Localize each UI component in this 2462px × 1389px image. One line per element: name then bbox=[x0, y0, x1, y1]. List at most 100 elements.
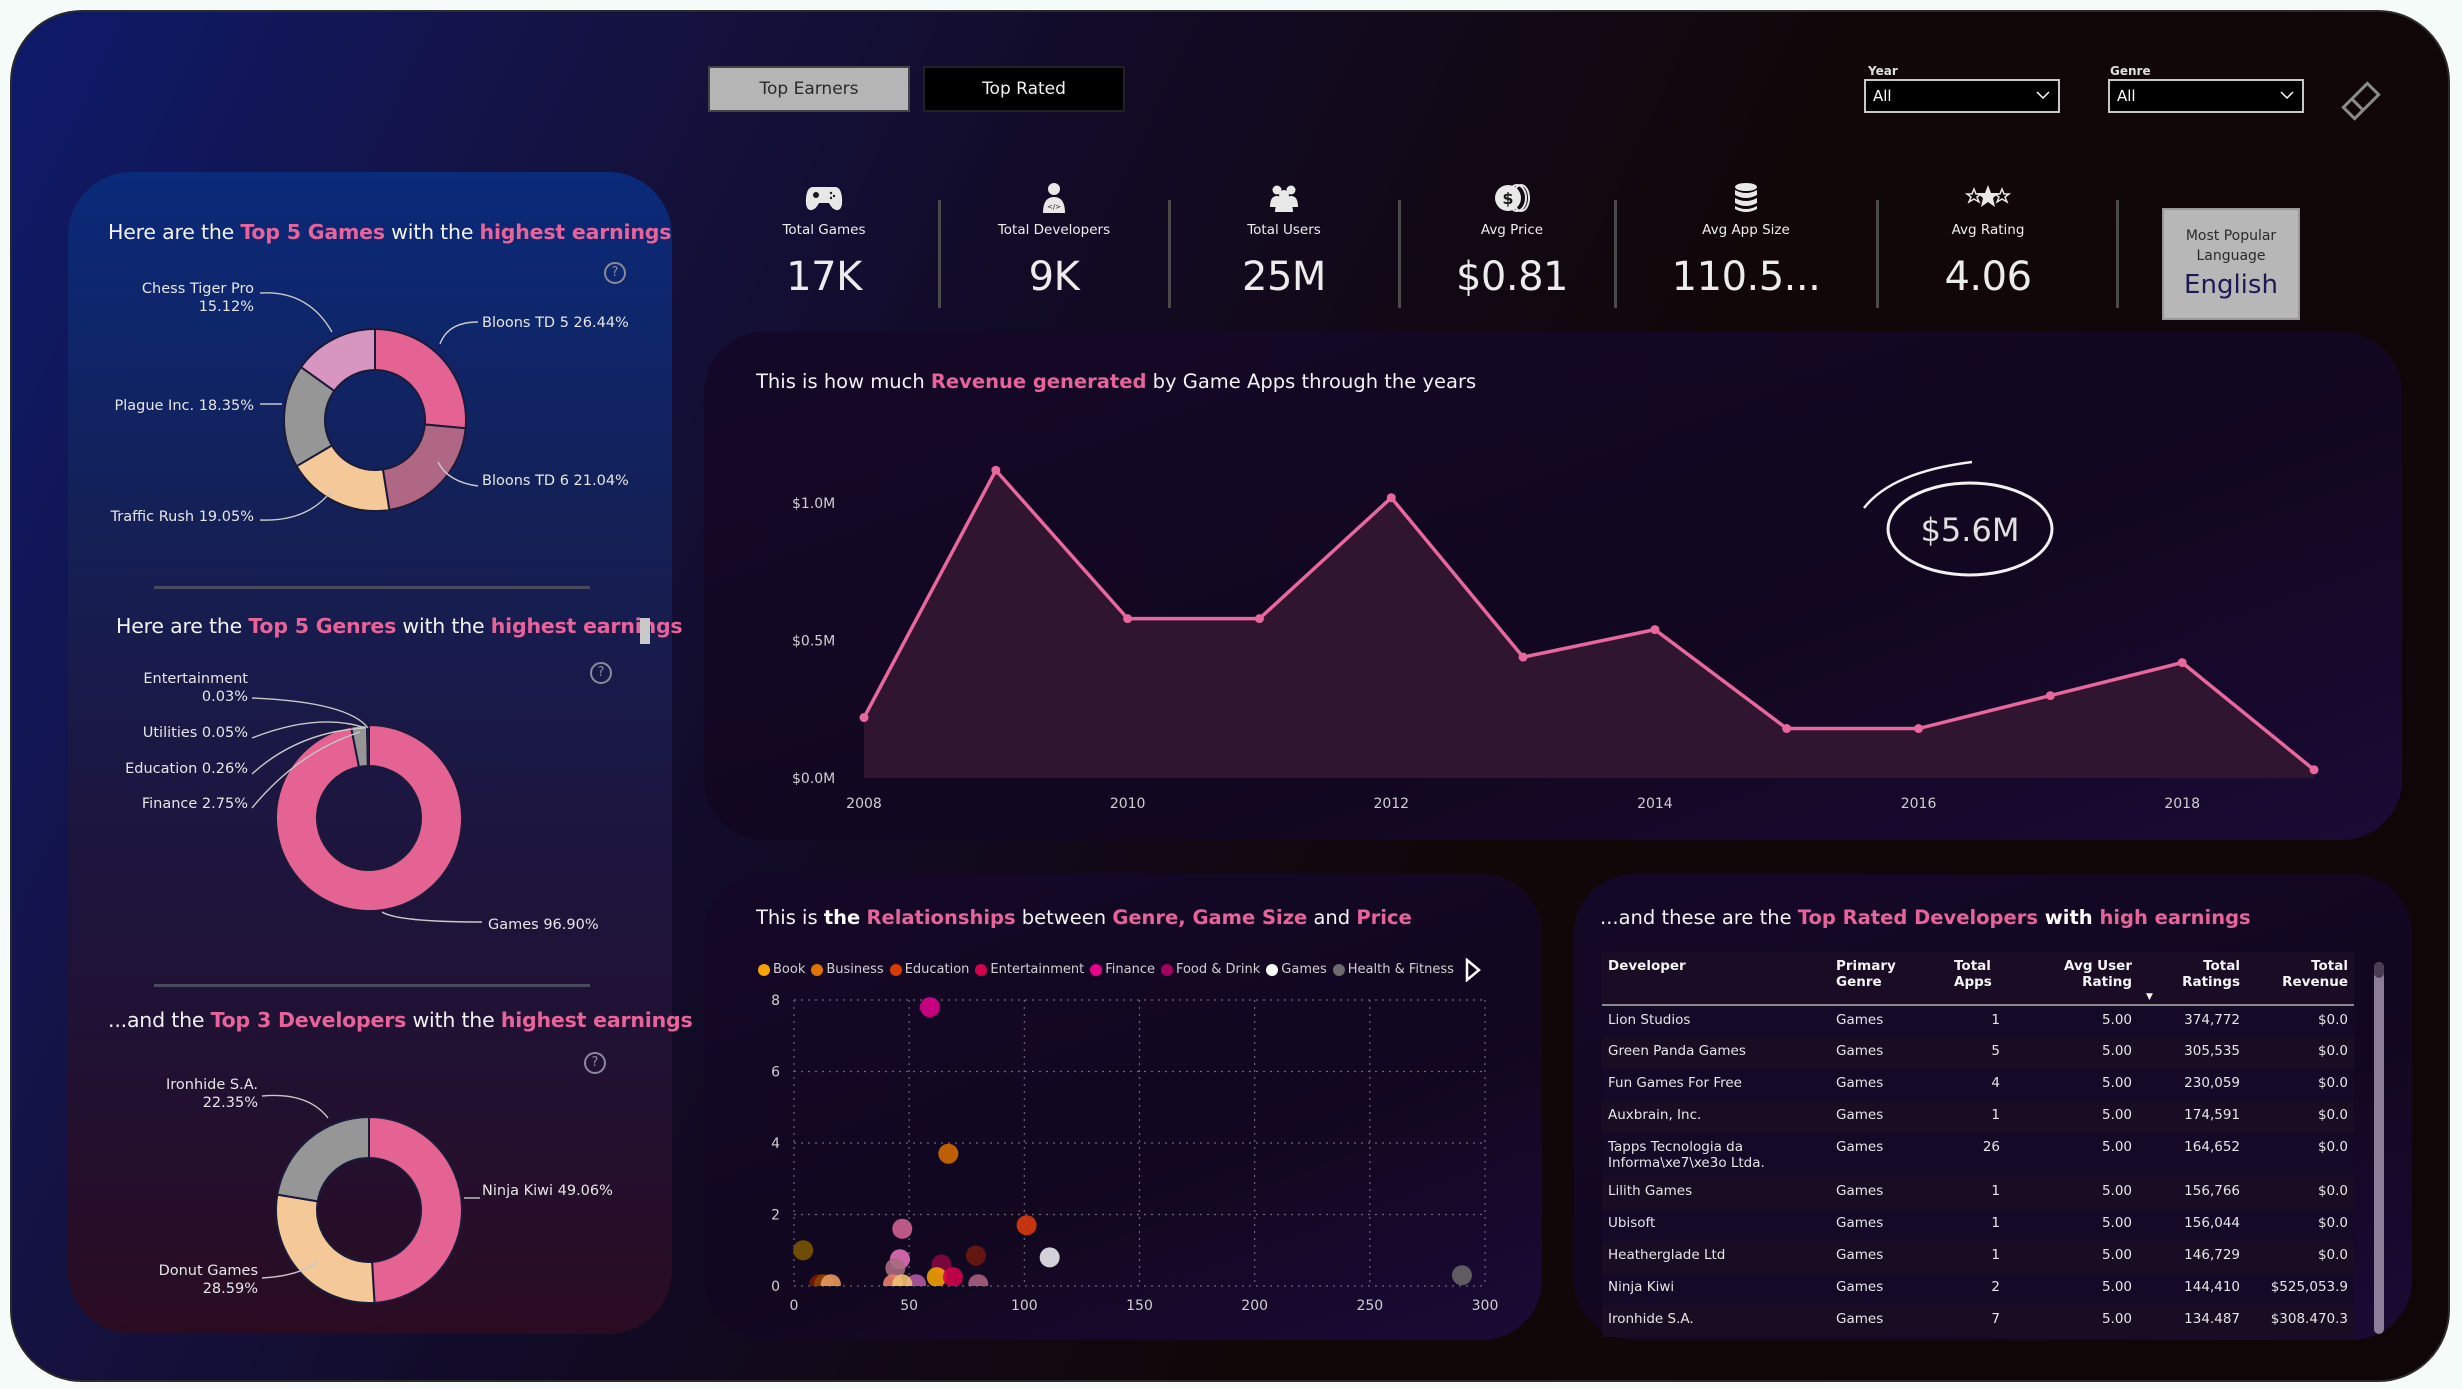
legend-item-book[interactable]: Book bbox=[758, 962, 805, 977]
help-icon[interactable]: ? bbox=[584, 1052, 606, 1074]
scatter-point[interactable] bbox=[1016, 1215, 1037, 1236]
leader-line bbox=[439, 321, 479, 345]
donut-slice-bloons-td-5[interactable] bbox=[374, 327, 467, 430]
scatter-point[interactable] bbox=[919, 997, 940, 1018]
cell-total-ratings: 164,652 bbox=[2184, 1139, 2240, 1155]
top-earners-button[interactable]: Top Earners bbox=[708, 66, 910, 112]
cell-developer: Green Panda Games bbox=[1608, 1043, 1746, 1059]
revenue-point-2010[interactable] bbox=[1123, 614, 1133, 624]
table-row[interactable]: Lion Studios Games 1 5.00 374,772 $0.0 bbox=[1602, 1005, 2354, 1037]
help-icon[interactable]: ? bbox=[604, 262, 626, 284]
table-row[interactable]: Green Panda Games Games 5 5.00 305,535 $0.0 bbox=[1602, 1037, 2354, 1069]
donut-slice-ninja-kiwi[interactable] bbox=[368, 1115, 463, 1304]
legend-item-finance[interactable]: Finance bbox=[1090, 962, 1155, 977]
revenue-point-2014[interactable] bbox=[1650, 625, 1660, 635]
scatter-point[interactable] bbox=[942, 1267, 963, 1287]
cell-total-revenue: $308.470.3 bbox=[2270, 1311, 2348, 1327]
cell-total-ratings: 146,729 bbox=[2184, 1247, 2240, 1263]
scatter-point[interactable] bbox=[892, 1218, 913, 1239]
legend-dot bbox=[975, 963, 988, 976]
legend-item-games[interactable]: Games bbox=[1266, 962, 1327, 977]
donut-slice-chess-tiger-pro[interactable] bbox=[299, 327, 376, 393]
revenue-point-2012[interactable] bbox=[1386, 493, 1396, 503]
revenue-point-2019[interactable] bbox=[2309, 765, 2319, 775]
scatter-point[interactable] bbox=[926, 1267, 947, 1287]
column-header-total-apps[interactable]: Total Apps bbox=[1948, 952, 2006, 1005]
users-icon bbox=[1184, 182, 1384, 214]
scatter-point[interactable] bbox=[968, 1274, 989, 1294]
cell-total-revenue: $525,053.9 bbox=[2270, 1279, 2348, 1295]
revenue-point-2017[interactable] bbox=[2045, 691, 2055, 701]
x-tick-label: 100 bbox=[1011, 1298, 1038, 1314]
table-row[interactable]: Lilith Games Games 1 5.00 156,766 $0.0 bbox=[1602, 1177, 2354, 1209]
revenue-point-2011[interactable] bbox=[1254, 614, 1264, 624]
donut-slice-bloons-td-6[interactable] bbox=[381, 423, 467, 512]
eraser-icon[interactable] bbox=[2338, 78, 2384, 124]
table-row[interactable]: Auxbrain, Inc. Games 1 5.00 174,591 $0.0 bbox=[1602, 1101, 2354, 1133]
total-revenue-annotation: $5.6M bbox=[1863, 460, 2054, 577]
year-dropdown[interactable]: All bbox=[1864, 79, 2060, 113]
visual-scroll-marker[interactable] bbox=[640, 618, 650, 644]
revenue-point-2015[interactable] bbox=[1782, 724, 1792, 734]
scatter-point[interactable] bbox=[1039, 1247, 1060, 1268]
cell-total-apps: 26 bbox=[1982, 1139, 2000, 1155]
column-header-primary-genre[interactable]: Primary Genre bbox=[1830, 952, 1948, 1005]
scatter-point[interactable] bbox=[965, 1245, 986, 1266]
cell-total-ratings: 374,772 bbox=[2184, 1012, 2240, 1028]
slice-label: Ninja Kiwi 49.06% bbox=[482, 1183, 613, 1199]
legend-item-business[interactable]: Business bbox=[811, 962, 884, 977]
cell-primary-genre: Games bbox=[1836, 1279, 1884, 1295]
leader-line bbox=[437, 461, 479, 487]
table-row[interactable]: Heatherglade Ltd Games 1 5.00 146,729 $0.0 bbox=[1602, 1241, 2354, 1273]
x-tick-label: 50 bbox=[900, 1298, 918, 1314]
table-row[interactable]: Fun Games For Free Games 4 5.00 230,059 $0.0 bbox=[1602, 1069, 2354, 1101]
legend-label: Games bbox=[1281, 962, 1327, 977]
cell-developer: Heatherglade Ltd bbox=[1608, 1247, 1726, 1263]
revenue-point-2009[interactable] bbox=[991, 465, 1001, 475]
revenue-point-2018[interactable] bbox=[2177, 658, 2187, 668]
top-games-donut bbox=[283, 327, 467, 512]
column-header-total-ratings[interactable]: Total Ratings ▼ bbox=[2138, 952, 2246, 1005]
x-tick-label: 300 bbox=[1472, 1298, 1499, 1314]
slice-label: Utilities 0.05% bbox=[142, 725, 248, 741]
x-tick-label: 0 bbox=[790, 1298, 799, 1314]
column-header-avg-user-rating[interactable]: Avg User Rating bbox=[2006, 952, 2138, 1005]
table-row[interactable]: Ubisoft Games 1 5.00 156,044 $0.0 bbox=[1602, 1209, 2354, 1241]
cell-avg-user-rating: 5.00 bbox=[2101, 1311, 2132, 1327]
legend-item-entertainment[interactable]: Entertainment bbox=[975, 962, 1084, 977]
table-row[interactable]: Ninja Kiwi Games 2 5.00 144,410 $525,053.9 bbox=[1602, 1273, 2354, 1305]
cell-total-ratings: 156,766 bbox=[2184, 1183, 2240, 1199]
column-header-developer[interactable]: Developer bbox=[1602, 952, 1830, 1005]
column-header-total-revenue[interactable]: Total Revenue bbox=[2246, 952, 2354, 1005]
scatter-point[interactable] bbox=[1451, 1265, 1472, 1286]
table-row[interactable]: Tapps Tecnologia da Informa\xe7\xe3o Ltd… bbox=[1602, 1133, 2354, 1177]
chevron-right-icon[interactable] bbox=[1464, 958, 1482, 982]
x-tick-label: 250 bbox=[1356, 1298, 1383, 1314]
donut-slice-ironhide-s-a-[interactable] bbox=[276, 1115, 370, 1203]
scatter-point[interactable] bbox=[885, 1258, 906, 1279]
y-tick-label: 8 bbox=[771, 993, 780, 1009]
revenue-point-2008[interactable] bbox=[859, 713, 869, 723]
top-rated-developers-table: Developer Primary Genre Total Apps Avg U… bbox=[1602, 952, 2354, 1337]
scatter-point[interactable] bbox=[793, 1240, 814, 1261]
help-icon[interactable]: ? bbox=[590, 662, 612, 684]
revenue-point-2013[interactable] bbox=[1518, 652, 1528, 662]
scatter-point[interactable] bbox=[892, 1274, 913, 1294]
scatter-point[interactable] bbox=[820, 1274, 841, 1294]
legend-item-health-fitness[interactable]: Health & Fitness bbox=[1332, 962, 1454, 977]
table-row[interactable]: Ironhide S.A. Games 7 5.00 134.487 $308.470.3 bbox=[1602, 1305, 2354, 1337]
chevron-down-icon bbox=[2036, 91, 2050, 100]
top-genres-title: Here are the Top 5 Genres with the highe… bbox=[116, 614, 683, 638]
genre-dropdown[interactable]: All bbox=[2108, 79, 2304, 113]
donut-slice-games[interactable] bbox=[275, 723, 463, 912]
most-popular-language-card: Most Popular Language English bbox=[2162, 208, 2300, 320]
legend-item-education[interactable]: Education bbox=[889, 962, 969, 977]
table-scrollbar[interactable] bbox=[2374, 962, 2384, 1334]
top-rated-button[interactable]: Top Rated bbox=[923, 66, 1125, 112]
donut-slice-donut-games[interactable] bbox=[275, 1193, 376, 1304]
scatter-point[interactable] bbox=[938, 1143, 959, 1164]
revenue-chart-title: This is how much Revenue generated by Ga… bbox=[756, 370, 1477, 393]
legend-item-food-drink[interactable]: Food & Drink bbox=[1160, 962, 1260, 977]
table-scrollbar-thumb[interactable] bbox=[2374, 962, 2384, 978]
revenue-point-2016[interactable] bbox=[1914, 724, 1924, 734]
